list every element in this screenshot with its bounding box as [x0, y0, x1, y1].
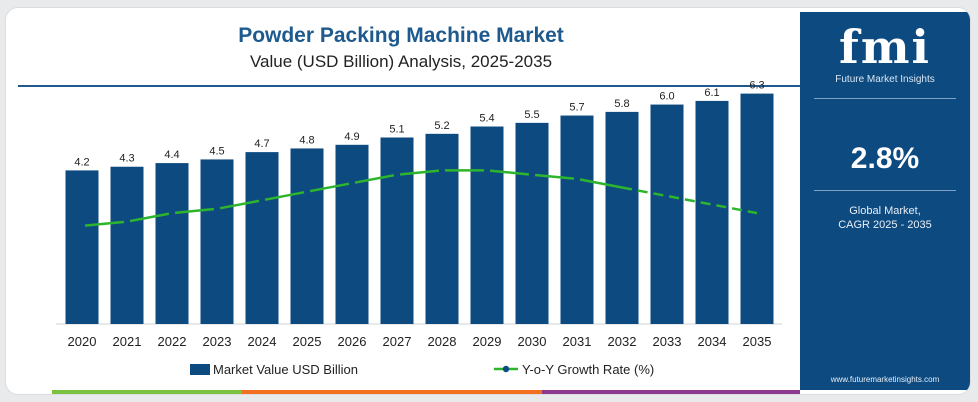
- bar-value-label-2025: 4.8: [299, 134, 314, 146]
- bar-2022: [155, 163, 189, 324]
- growth-marker-2028: [438, 167, 446, 174]
- x-tick-label-2022: 2022: [158, 334, 187, 349]
- bar-2035: [740, 93, 774, 324]
- x-tick-label-2031: 2031: [563, 334, 592, 349]
- bar-2030: [515, 122, 549, 324]
- growth-marker-2029: [483, 167, 491, 174]
- x-tick-label-2032: 2032: [608, 334, 637, 349]
- side-panel: fmi Future Market Insights 2.8% Global M…: [800, 12, 970, 390]
- growth-marker-2021: [123, 218, 131, 225]
- bar-value-label-2034: 6.1: [704, 87, 719, 99]
- panel-divider-top: [814, 98, 956, 99]
- bar-value-label-2026: 4.9: [344, 131, 359, 143]
- bar-value-label-2023: 4.5: [209, 145, 224, 157]
- legend-line-marker: [502, 365, 510, 373]
- website-text: www.futuremarketinsights.com: [830, 375, 940, 384]
- bar-2034: [695, 100, 729, 325]
- x-tick-label-2025: 2025: [293, 334, 322, 349]
- bar-value-label-2022: 4.4: [164, 149, 179, 161]
- stripe-2: [242, 390, 542, 394]
- bar-value-label-2020: 4.2: [74, 156, 89, 168]
- bar-2025: [290, 148, 324, 324]
- growth-marker-2031: [573, 175, 581, 183]
- bar-2032: [605, 111, 639, 324]
- legend-line-label: Y-o-Y Growth Rate (%): [522, 362, 654, 377]
- bar-value-label-2027: 5.1: [389, 123, 404, 135]
- chart-title: Powder Packing Machine Market: [238, 24, 564, 47]
- cagr-value: 2.8%: [850, 142, 920, 175]
- growth-marker-2027: [393, 171, 401, 178]
- bar-2021: [110, 166, 144, 324]
- legend-bar-label: Market Value USD Billion: [213, 362, 358, 377]
- bar-value-label-2028: 5.2: [434, 120, 449, 132]
- bar-value-label-2033: 6.0: [659, 91, 674, 103]
- x-tick-label-2021: 2021: [113, 334, 142, 349]
- bar-2033: [650, 104, 684, 324]
- report-card: Powder Packing Machine Market Value (USD…: [6, 8, 970, 394]
- legend-bar-swatch: [190, 364, 210, 375]
- x-tick-label-2030: 2030: [518, 334, 547, 349]
- bar-value-label-2030: 5.5: [524, 109, 539, 121]
- x-tick-label-2029: 2029: [473, 334, 502, 349]
- growth-marker-2025: [303, 188, 311, 195]
- growth-line-projected: [621, 186, 758, 215]
- logo-subtitle: Future Market Insights: [835, 74, 935, 85]
- bar-value-label-2032: 5.8: [614, 98, 629, 110]
- growth-marker-2020: [78, 222, 86, 230]
- bar-2020: [65, 170, 99, 324]
- x-tick-label-2028: 2028: [428, 334, 457, 349]
- stripe-3: [542, 390, 800, 394]
- x-tick-label-2026: 2026: [338, 334, 367, 349]
- x-tick-label-2033: 2033: [653, 334, 682, 349]
- bar-2024: [245, 152, 279, 324]
- panel-divider-mid: [814, 190, 956, 191]
- cagr-label-line2: CAGR 2025 - 2035: [838, 219, 932, 231]
- bar-2026: [335, 144, 369, 324]
- growth-marker-2023: [213, 205, 221, 212]
- chart-subtitle: Value (USD Billion) Analysis, 2025-2035: [249, 52, 553, 71]
- growth-marker-2026: [348, 180, 356, 187]
- growth-marker-2030: [528, 171, 536, 178]
- bar-value-label-2029: 5.4: [479, 113, 494, 125]
- growth-marker-2022: [168, 209, 176, 217]
- bar-2023: [200, 159, 234, 324]
- x-tick-label-2035: 2035: [743, 334, 772, 349]
- bar-value-label-2021: 4.3: [119, 153, 134, 165]
- bar-value-label-2035: 6.3: [749, 80, 764, 92]
- cagr-label: Global Market, CAGR 2025 - 2035: [800, 204, 970, 232]
- growth-marker-2024: [258, 197, 266, 204]
- cagr-label-line1: Global Market,: [849, 205, 921, 217]
- x-tick-label-2020: 2020: [68, 334, 97, 349]
- x-tick-label-2027: 2027: [383, 334, 412, 349]
- bar-2028: [425, 133, 459, 324]
- fmi-logo: fmi: [839, 20, 931, 74]
- bar-value-label-2031: 5.7: [569, 102, 584, 114]
- x-tick-label-2034: 2034: [698, 334, 727, 349]
- title-rule: [18, 85, 800, 87]
- bar-2029: [470, 126, 504, 324]
- x-tick-label-2024: 2024: [248, 334, 277, 349]
- stripe-1: [52, 390, 242, 394]
- x-tick-label-2023: 2023: [203, 334, 232, 349]
- bar-2027: [380, 137, 414, 324]
- bar-2031: [560, 115, 594, 325]
- bar-value-label-2024: 4.7: [254, 138, 269, 150]
- chart-area: 4.2 2020 4.3 2021 4.4 2022 4.5 2023 4.7 2024 4.8 20…: [56, 80, 782, 377]
